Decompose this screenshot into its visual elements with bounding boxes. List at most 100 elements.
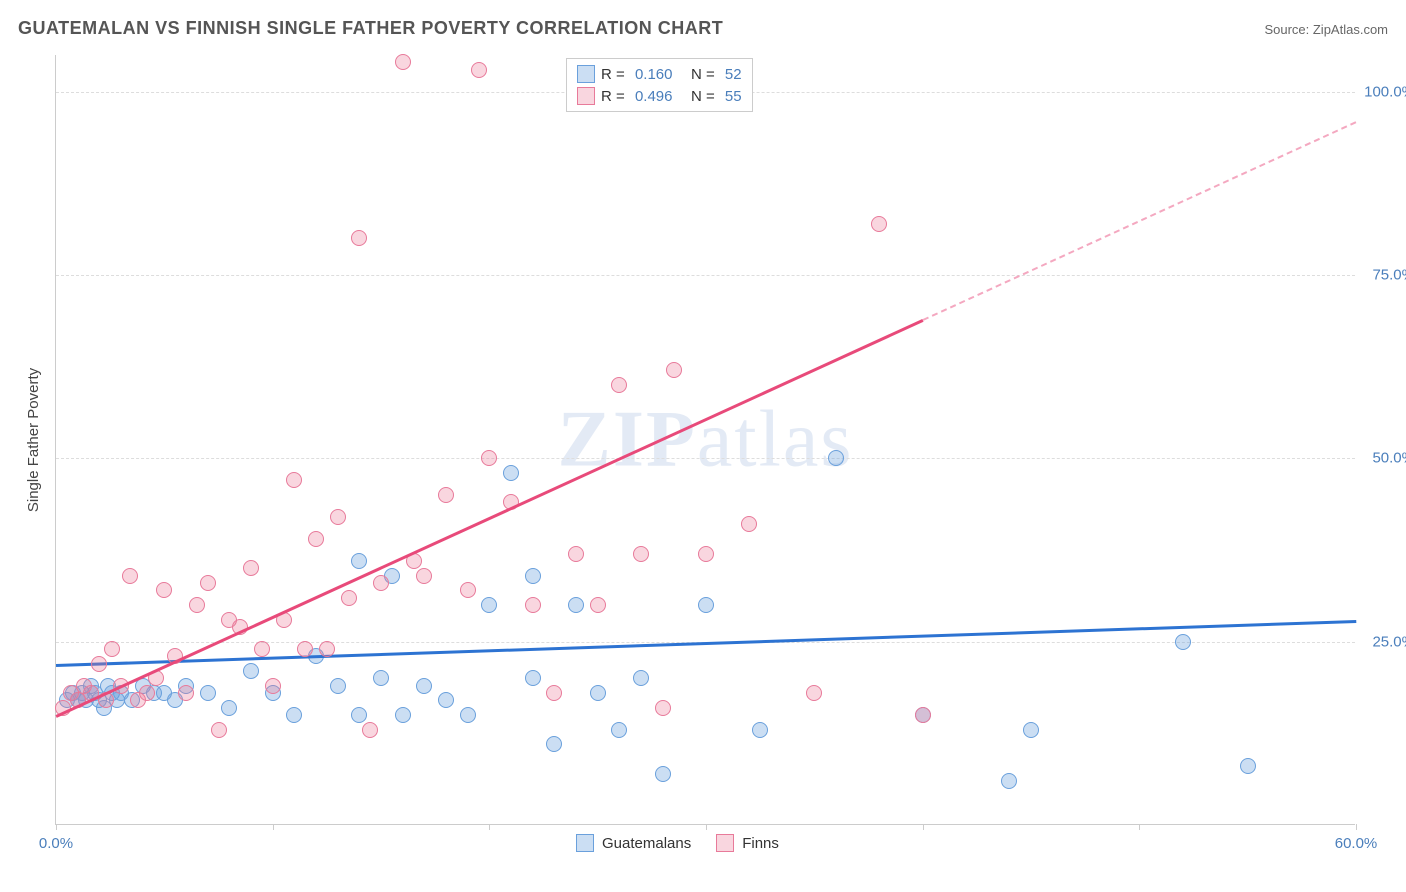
x-tick bbox=[923, 824, 924, 830]
scatter-point bbox=[362, 722, 378, 738]
scatter-point bbox=[546, 685, 562, 701]
chart-container: GUATEMALAN VS FINNISH SINGLE FATHER POVE… bbox=[0, 0, 1406, 892]
scatter-point bbox=[351, 707, 367, 723]
legend-n-value: 52 bbox=[725, 66, 742, 83]
scatter-point bbox=[568, 546, 584, 562]
gridline bbox=[56, 275, 1355, 276]
scatter-point bbox=[438, 692, 454, 708]
scatter-point bbox=[351, 553, 367, 569]
source-attribution: Source: ZipAtlas.com bbox=[1264, 22, 1388, 37]
scatter-point bbox=[471, 62, 487, 78]
scatter-point bbox=[243, 560, 259, 576]
scatter-point bbox=[286, 472, 302, 488]
x-tick-label: 0.0% bbox=[39, 835, 73, 852]
scatter-point bbox=[319, 641, 335, 657]
scatter-point bbox=[698, 597, 714, 613]
y-tick-label: 100.0% bbox=[1364, 83, 1406, 100]
legend-swatch bbox=[577, 87, 595, 105]
scatter-point bbox=[416, 678, 432, 694]
scatter-point bbox=[243, 663, 259, 679]
trendline bbox=[55, 319, 923, 717]
scatter-point bbox=[156, 582, 172, 598]
scatter-point bbox=[254, 641, 270, 657]
scatter-point bbox=[503, 465, 519, 481]
scatter-point bbox=[91, 656, 107, 672]
legend-label: Finns bbox=[742, 835, 779, 852]
scatter-point bbox=[286, 707, 302, 723]
scatter-point bbox=[211, 722, 227, 738]
scatter-point bbox=[330, 678, 346, 694]
scatter-point bbox=[1175, 634, 1191, 650]
y-tick-label: 50.0% bbox=[1372, 450, 1406, 467]
scatter-point bbox=[460, 707, 476, 723]
scatter-point bbox=[351, 230, 367, 246]
scatter-point bbox=[806, 685, 822, 701]
legend-stats: R = 0.160 N = 52R = 0.496 N = 55 bbox=[566, 58, 753, 112]
scatter-point bbox=[590, 685, 606, 701]
scatter-point bbox=[373, 670, 389, 686]
x-tick bbox=[56, 824, 57, 830]
scatter-point bbox=[308, 531, 324, 547]
y-axis-label: Single Father Poverty bbox=[25, 368, 42, 512]
legend-r-value: 0.160 bbox=[635, 66, 673, 83]
x-tick bbox=[1139, 824, 1140, 830]
scatter-point bbox=[752, 722, 768, 738]
legend-r-label: R = bbox=[601, 88, 629, 105]
scatter-point bbox=[438, 487, 454, 503]
y-tick-label: 25.0% bbox=[1372, 633, 1406, 650]
scatter-point bbox=[633, 546, 649, 562]
plot-area: ZIPatlas 25.0%50.0%75.0%100.0%0.0%60.0%R… bbox=[55, 55, 1355, 825]
scatter-point bbox=[341, 590, 357, 606]
legend-n-value: 55 bbox=[725, 88, 742, 105]
scatter-point bbox=[655, 766, 671, 782]
scatter-point bbox=[698, 546, 714, 562]
scatter-point bbox=[200, 575, 216, 591]
scatter-point bbox=[265, 678, 281, 694]
legend-swatch bbox=[577, 65, 595, 83]
legend-stats-row: R = 0.160 N = 52 bbox=[577, 63, 742, 85]
scatter-point bbox=[395, 54, 411, 70]
gridline bbox=[56, 458, 1355, 459]
legend-r-value: 0.496 bbox=[635, 88, 673, 105]
scatter-point bbox=[122, 568, 138, 584]
scatter-point bbox=[104, 641, 120, 657]
y-tick-label: 75.0% bbox=[1372, 267, 1406, 284]
scatter-point bbox=[1001, 773, 1017, 789]
x-tick-label: 60.0% bbox=[1335, 835, 1378, 852]
legend-label: Guatemalans bbox=[602, 835, 691, 852]
scatter-point bbox=[460, 582, 476, 598]
scatter-point bbox=[655, 700, 671, 716]
scatter-point bbox=[416, 568, 432, 584]
scatter-point bbox=[1240, 758, 1256, 774]
scatter-point bbox=[666, 362, 682, 378]
watermark: ZIPatlas bbox=[558, 394, 854, 485]
legend-r-label: R = bbox=[601, 66, 629, 83]
legend-swatch bbox=[576, 834, 594, 852]
scatter-point bbox=[611, 722, 627, 738]
legend-n-label: N = bbox=[678, 88, 718, 105]
scatter-point bbox=[297, 641, 313, 657]
scatter-point bbox=[741, 516, 757, 532]
scatter-point bbox=[568, 597, 584, 613]
scatter-point bbox=[481, 450, 497, 466]
legend-item: Finns bbox=[716, 834, 779, 852]
scatter-point bbox=[178, 685, 194, 701]
scatter-point bbox=[525, 568, 541, 584]
scatter-point bbox=[525, 597, 541, 613]
legend-swatch bbox=[716, 834, 734, 852]
scatter-point bbox=[330, 509, 346, 525]
x-tick bbox=[706, 824, 707, 830]
scatter-point bbox=[546, 736, 562, 752]
scatter-point bbox=[633, 670, 649, 686]
scatter-point bbox=[915, 707, 931, 723]
scatter-point bbox=[871, 216, 887, 232]
legend-n-label: N = bbox=[678, 66, 718, 83]
scatter-point bbox=[221, 700, 237, 716]
scatter-point bbox=[395, 707, 411, 723]
scatter-point bbox=[373, 575, 389, 591]
scatter-point bbox=[139, 685, 155, 701]
scatter-point bbox=[481, 597, 497, 613]
scatter-point bbox=[189, 597, 205, 613]
scatter-point bbox=[828, 450, 844, 466]
legend-series: Guatemalans Finns bbox=[576, 834, 779, 852]
